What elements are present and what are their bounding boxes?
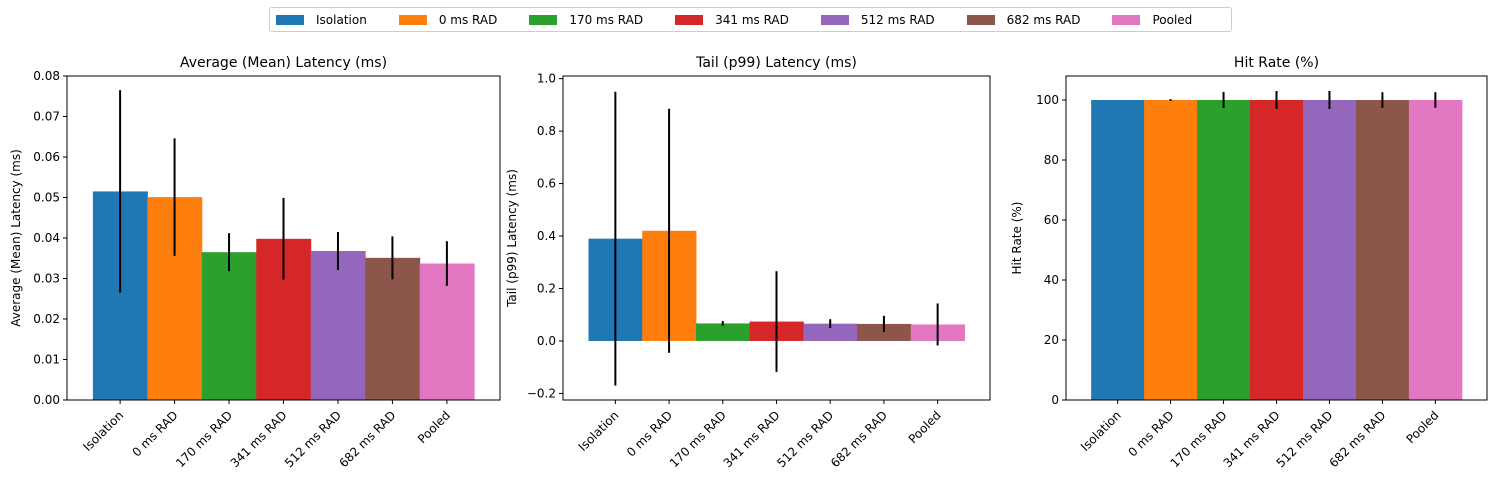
- x-tick-label: 170 ms RAD: [667, 408, 729, 470]
- bar: [1144, 100, 1198, 400]
- y-tick-label: 0.0: [537, 334, 556, 348]
- legend-item: 170 ms RAD: [529, 13, 643, 27]
- bar: [803, 323, 858, 341]
- chart-title: Tail (p99) Latency (ms): [695, 55, 857, 71]
- legend-item: 512 ms RAD: [820, 12, 935, 27]
- x-tick-label: 0 ms RAD: [129, 408, 180, 459]
- x-tick-label: 341 ms RAD: [228, 408, 290, 470]
- chart-title: Hit Rate (%): [1234, 55, 1319, 71]
- bar: [365, 257, 421, 400]
- legend-item: 0 ms RAD: [398, 12, 498, 27]
- legend-label: 341 ms RAD: [715, 12, 789, 27]
- y-tick-label: 0.8: [537, 124, 556, 138]
- x-tick-label: 512 ms RAD: [774, 408, 836, 470]
- y-tick-label: 0.6: [537, 177, 556, 191]
- legend-label: 0 ms RAD: [438, 12, 498, 27]
- y-tick-label: 0.07: [33, 110, 60, 124]
- x-tick-label: 682 ms RAD: [1326, 408, 1388, 470]
- y-tick-label: 100: [1036, 93, 1059, 107]
- legend-swatch: [1112, 14, 1141, 25]
- bar: [1408, 100, 1463, 400]
- x-tick-label: 341 ms RAD: [721, 408, 783, 470]
- x-tick-label: Pooled: [1403, 408, 1441, 446]
- bar: [310, 250, 366, 400]
- legend-label: 512 ms RAD: [860, 12, 935, 27]
- x-tick-label: 682 ms RAD: [336, 408, 398, 470]
- bar: [419, 263, 475, 400]
- x-tick-label: 682 ms RAD: [828, 408, 890, 470]
- y-tick-label: 40: [1044, 273, 1059, 287]
- y-tick-label: 60: [1044, 213, 1059, 227]
- bar: [1355, 100, 1410, 400]
- bar: [1250, 100, 1304, 400]
- x-tick-label: Isolation: [80, 408, 126, 454]
- y-tick-label: −0.2: [527, 386, 556, 400]
- x-tick-label: Isolation: [1078, 408, 1124, 454]
- x-tick-label: 0 ms RAD: [1125, 408, 1176, 459]
- y-tick-label: 0: [1051, 393, 1059, 407]
- legend-label: Isolation: [316, 12, 367, 27]
- y-tick-label: 80: [1044, 153, 1059, 167]
- legend-label: 682 ms RAD: [1006, 12, 1081, 27]
- legend-swatch: [276, 14, 304, 25]
- chart-title: Average (Mean) Latency (ms): [180, 55, 387, 71]
- x-tick-label: 170 ms RAD: [173, 408, 235, 470]
- bar: [857, 323, 912, 341]
- y-tick-label: 0.4: [537, 229, 556, 243]
- legend: Isolation 0 ms RAD 170 ms RAD 341 ms RAD 512…: [269, 7, 1232, 32]
- y-tick-label: 0.03: [33, 272, 60, 286]
- legend-swatch: [529, 14, 558, 25]
- y-axis-label: Hit Rate (%): [1010, 202, 1024, 275]
- y-axis-label: Tail (p99) Latency (ms): [505, 169, 519, 308]
- y-tick-label: 20: [1044, 333, 1059, 347]
- legend-swatch: [966, 14, 995, 25]
- y-tick-label: 0.00: [33, 393, 60, 407]
- y-tick-label: 0.02: [33, 312, 60, 326]
- bar: [1197, 100, 1251, 400]
- legend-swatch: [675, 14, 704, 25]
- legend-item: 682 ms RAD: [966, 12, 1081, 27]
- y-tick-label: 0.06: [33, 150, 60, 164]
- bar: [695, 323, 751, 341]
- x-tick-label: Pooled: [415, 408, 453, 446]
- bar: [1091, 100, 1145, 400]
- y-tick-label: 0.01: [33, 353, 60, 367]
- legend-swatch: [398, 14, 427, 25]
- legend-label: 170 ms RAD: [569, 12, 644, 27]
- y-tick-label: 0.08: [33, 69, 60, 83]
- x-tick-label: Isolation: [576, 408, 622, 454]
- legend-item: 341 ms RAD: [675, 13, 789, 27]
- y-tick-label: 0.04: [33, 231, 60, 245]
- x-tick-label: 0 ms RAD: [624, 408, 675, 459]
- legend-label: Pooled: [1152, 12, 1193, 27]
- x-tick-label: Pooled: [906, 408, 944, 446]
- y-tick-label: 0.2: [537, 282, 556, 296]
- y-tick-label: 1.0: [537, 72, 556, 86]
- legend-swatch: [820, 14, 849, 25]
- x-tick-label: 512 ms RAD: [282, 408, 344, 470]
- legend-item: Pooled: [1112, 13, 1192, 27]
- bar: [1302, 100, 1357, 400]
- y-tick-label: 0.05: [33, 191, 60, 205]
- bar: [201, 252, 257, 400]
- legend-item: Isolation: [276, 13, 367, 27]
- y-axis-label: Average (Mean) Latency (ms): [9, 149, 23, 327]
